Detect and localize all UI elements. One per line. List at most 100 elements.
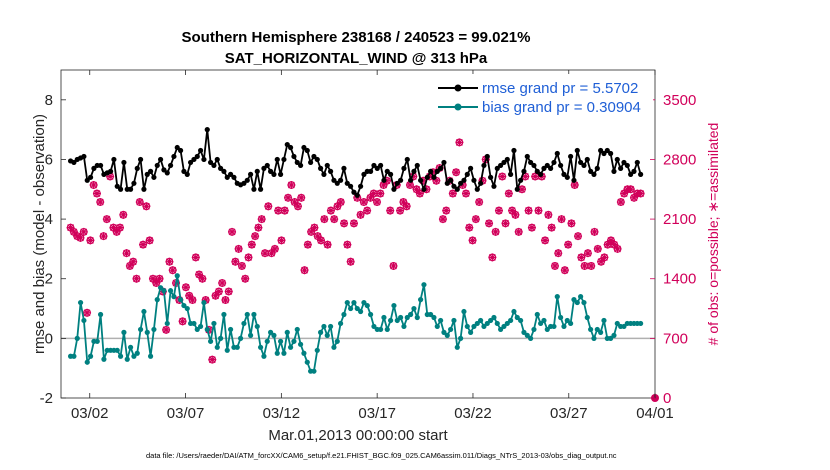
rmse-point: [444, 180, 450, 186]
rmse-point: [314, 156, 320, 163]
assimilated-star: [251, 232, 260, 241]
rmse-point: [504, 156, 510, 163]
possible-point: [386, 206, 395, 215]
x-tick-label: 03/12: [263, 405, 301, 422]
assimilated-star: [274, 206, 283, 215]
rmse-point: [538, 171, 544, 177]
rmse-point: [568, 153, 574, 160]
rmse-point: [277, 171, 284, 177]
assimilated-star: [330, 215, 339, 224]
bias-point: [97, 311, 104, 318]
bias-point: [127, 344, 134, 350]
data-file-footer: data file: /Users/raeder/DAI/ATM_forcXX/…: [146, 451, 617, 460]
assimilated-star: [69, 227, 78, 236]
plot-area: [60, 69, 659, 402]
bias-point: [74, 335, 80, 341]
possible-point: [504, 189, 513, 198]
possible-point: [221, 296, 230, 305]
assimilated-star: [181, 283, 190, 292]
possible-point: [224, 287, 233, 296]
assimilated-star: [165, 257, 174, 266]
bias-point: [614, 320, 620, 327]
bias-point: [558, 314, 564, 321]
bias-point: [638, 320, 644, 327]
rmse-point: [84, 177, 90, 183]
bias-point: [564, 317, 570, 324]
bias-point: [431, 314, 437, 321]
rmse-point: [191, 156, 197, 163]
possible-point: [208, 355, 217, 364]
assimilated-star: [356, 210, 365, 219]
bias-point: [364, 302, 370, 309]
assimilated-star: [211, 291, 220, 300]
rmse-point: [127, 186, 134, 192]
assimilated-star: [478, 176, 487, 185]
possible-point: [145, 236, 154, 245]
y-axis-label: rmse and bias (model - observation): [31, 114, 48, 354]
rmse-point: [628, 171, 634, 177]
assimilated-star: [241, 274, 250, 283]
rmse-point: [358, 183, 364, 189]
rmse-point: [171, 153, 177, 160]
rmse-point: [481, 162, 487, 169]
rmse-point: [144, 171, 150, 177]
assimilated-star: [541, 236, 550, 245]
x-tick-label: 04/01: [636, 405, 674, 422]
possible-point: [142, 202, 151, 211]
assimilated-star: [185, 291, 194, 300]
assimilated-star: [570, 181, 579, 190]
bias-point: [211, 320, 217, 327]
rmse-point: [324, 162, 330, 169]
possible-point: [452, 168, 461, 177]
y-tick-label-right: 1400: [663, 271, 696, 288]
assimilated-star: [83, 308, 92, 317]
bias-point: [334, 338, 340, 344]
possible-point: [231, 257, 240, 266]
rmse-point: [111, 156, 117, 163]
possible-point: [198, 274, 207, 283]
possible-point: [247, 240, 256, 249]
assimilated-star: [122, 249, 131, 258]
assimilated-star: [471, 215, 480, 224]
rmse-point: [117, 186, 124, 192]
assimilated-star: [142, 202, 151, 211]
bias-point: [531, 326, 537, 333]
assimilated-star: [557, 215, 566, 224]
possible-point: [86, 236, 95, 245]
assimilated-star: [504, 189, 513, 198]
rmse-point: [331, 177, 337, 183]
bias-point: [214, 344, 220, 350]
rmse-point: [374, 165, 380, 171]
y-axis-right: 0 700 1400 2100 2800 3500: [650, 92, 696, 407]
assimilated-star: [610, 240, 619, 249]
assimilated-star: [340, 219, 349, 228]
assimilated-star: [277, 236, 286, 245]
bias-point: [568, 320, 574, 327]
assimilated-star: [89, 181, 98, 190]
assimilated-star: [544, 210, 553, 219]
bias-point: [451, 317, 457, 324]
bias-point: [554, 294, 560, 300]
y-tick-label-right: 0: [663, 390, 671, 407]
assimilated-star: [574, 232, 583, 241]
possible-point: [465, 223, 474, 232]
possible-point: [488, 253, 497, 262]
bias-point: [321, 323, 327, 330]
possible-point: [116, 223, 125, 232]
assimilated-star: [491, 227, 500, 236]
bias-point: [227, 326, 234, 333]
bias-point: [454, 344, 460, 350]
assimilated-star: [550, 261, 559, 270]
assimilated-star: [626, 185, 635, 194]
rmse-point: [381, 177, 387, 183]
possible-point: [326, 206, 335, 215]
assimilated-star: [396, 206, 405, 215]
rmse-point: [388, 171, 394, 177]
possible-point: [501, 219, 510, 228]
rmse-point: [308, 159, 314, 166]
assimilated-star: [234, 244, 243, 253]
rmse-point: [631, 168, 637, 174]
assimilated-star: [116, 223, 125, 232]
bias-point: [194, 326, 200, 333]
rmse-point: [121, 159, 127, 166]
